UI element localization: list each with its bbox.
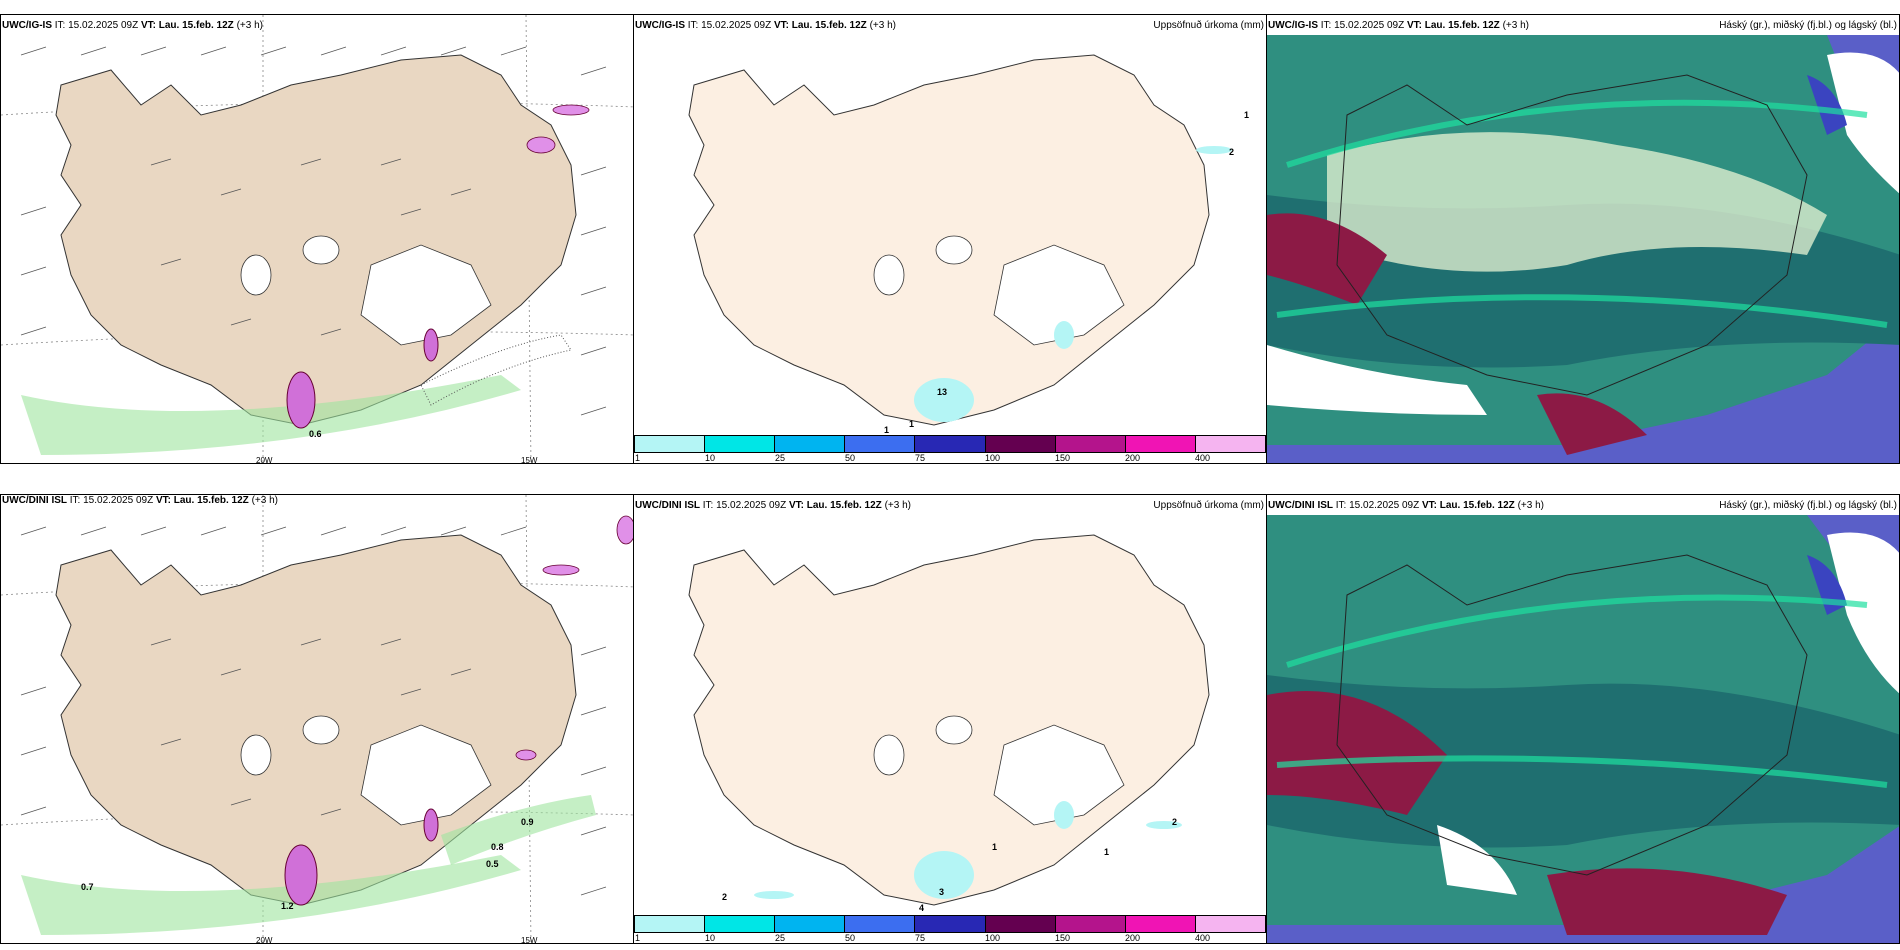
colorbar-swatch <box>705 436 776 452</box>
svg-text:0.9: 0.9 <box>521 817 534 827</box>
wind-map-panel-bottom: UWC/DINI ISL IT: 15.02.2025 09Z VT: Lau.… <box>0 494 634 944</box>
svg-text:0.5: 0.5 <box>486 859 499 869</box>
wind-map: 0.6 <box>1 15 633 463</box>
panel-header: UWC/IG-IS IT: 15.02.2025 09Z VT: Lau. 15… <box>1268 20 1899 32</box>
cloud-map <box>1267 35 1899 463</box>
precip-map-panel-top: UWC/IG-IS IT: 15.02.2025 09Z VT: Lau. 15… <box>633 14 1267 464</box>
panel-title: Uppsöfnuð úrkoma (mm) <box>1153 20 1264 31</box>
colorbar <box>634 915 1266 933</box>
lon-label: 20W <box>256 936 273 944</box>
colorbar-labels: 1 10 25 50 75 100 150 200 400 <box>635 933 1211 943</box>
colorbar-swatch <box>635 916 706 932</box>
colorbar-swatch <box>985 916 1056 932</box>
svg-text:4: 4 <box>919 903 924 913</box>
precip-map: 1 2 1 1 13 <box>688 54 1249 435</box>
colorbar-swatch <box>915 436 986 452</box>
wind-map: 0.7 1.2 0.9 0.8 0.5 <box>1 495 633 943</box>
colorbar-swatch <box>985 436 1056 452</box>
colorbar-swatch <box>915 916 986 932</box>
lon-label: 20W <box>256 456 273 464</box>
svg-text:2: 2 <box>1229 147 1234 157</box>
lon-label: 15W <box>521 456 538 464</box>
precip-map-panel-bottom: UWC/DINI ISL IT: 15.02.2025 09Z VT: Lau.… <box>633 494 1267 944</box>
colorbar-swatch <box>1055 916 1126 932</box>
svg-text:1: 1 <box>909 419 914 429</box>
svg-text:2: 2 <box>722 892 727 902</box>
svg-text:3: 3 <box>939 887 944 897</box>
cloud-map-panel-bottom: UWC/DINI ISL IT: 15.02.2025 09Z VT: Lau.… <box>1266 494 1900 944</box>
value-label: 0.6 <box>309 429 322 439</box>
colorbar-swatch <box>845 436 916 452</box>
colorbar-swatch <box>1125 916 1196 932</box>
colorbar-swatch <box>775 916 846 932</box>
cloud-map-panel-top: UWC/IG-IS IT: 15.02.2025 09Z VT: Lau. 15… <box>1266 14 1900 464</box>
svg-text:0.8: 0.8 <box>491 842 504 852</box>
svg-text:1: 1 <box>992 842 997 852</box>
colorbar-swatch <box>1195 436 1265 452</box>
colorbar-swatch <box>635 436 706 452</box>
panel-header: UWC/DINI ISL IT: 15.02.2025 09Z VT: Lau.… <box>635 500 911 511</box>
colorbar-swatch <box>775 436 846 452</box>
colorbar-swatch <box>845 916 916 932</box>
colorbar-labels: 1 10 25 50 75 100 150 200 400 <box>635 453 1211 463</box>
cloud-map <box>1267 515 1899 943</box>
colorbar <box>634 435 1266 453</box>
lon-label: 15W <box>521 936 538 944</box>
colorbar-swatch <box>1125 436 1196 452</box>
svg-text:1: 1 <box>884 425 889 435</box>
wind-map-panel-top: UWC/IG-IS IT: 15.02.2025 09Z VT: Lau. 15… <box>0 14 634 464</box>
panel-title: Háský (gr.), miðský (fj.bl.) og lágský (… <box>1719 20 1897 31</box>
panel-header: UWC/DINI ISL IT: 15.02.2025 09Z VT: Lau.… <box>2 495 278 506</box>
colorbar-swatch <box>705 916 776 932</box>
svg-text:1.2: 1.2 <box>281 901 294 911</box>
svg-text:1: 1 <box>1104 847 1109 857</box>
panel-header: UWC/IG-IS IT: 15.02.2025 09Z VT: Lau. 15… <box>2 20 263 31</box>
panel-header: UWC/IG-IS IT: 15.02.2025 09Z VT: Lau. 15… <box>635 20 896 31</box>
colorbar-swatch <box>1055 436 1126 452</box>
panel-title: Háský (gr.), miðský (fj.bl.) og lágský (… <box>1719 500 1897 511</box>
colorbar-swatch <box>1195 916 1265 932</box>
panel-title: Uppsöfnuð úrkoma (mm) <box>1153 500 1264 511</box>
svg-text:0.7: 0.7 <box>81 882 94 892</box>
svg-text:2: 2 <box>1172 817 1177 827</box>
svg-text:1: 1 <box>1244 110 1249 120</box>
panel-header: UWC/DINI ISL IT: 15.02.2025 09Z VT: Lau.… <box>1268 500 1899 512</box>
precip-map: 2 1 2 4 3 1 <box>688 534 1210 913</box>
svg-text:13: 13 <box>937 387 947 397</box>
